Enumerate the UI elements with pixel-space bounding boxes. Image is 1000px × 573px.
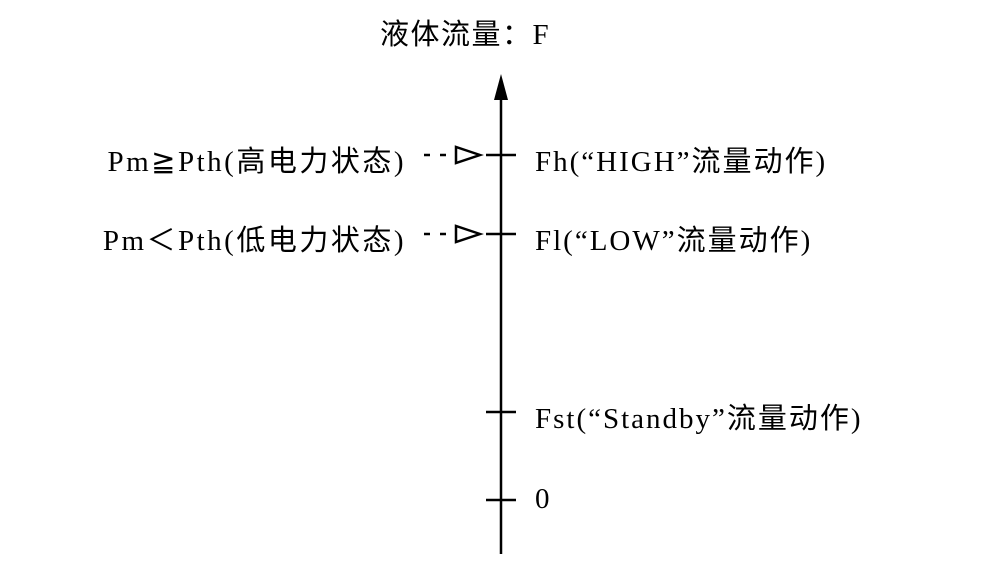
flow-label-fst: Fst(“Standby”流量动作) — [535, 395, 863, 437]
flow-label-fh: Fh(“HIGH”流量动作) — [535, 138, 827, 180]
diagram-canvas: 液体流量：F Pm≧Pth(高电力状态) Pm＜Pth(低电力状态) Fh(“H… — [0, 0, 1000, 573]
axis-svg — [0, 0, 1000, 573]
condition-high-power: Pm≧Pth(高电力状态) — [108, 138, 407, 180]
condition-low-power: Pm＜Pth(低电力状态) — [103, 217, 406, 259]
flow-label-zero: 0 — [535, 483, 552, 516]
flow-label-fl: Fl(“LOW”流量动作) — [535, 217, 812, 259]
